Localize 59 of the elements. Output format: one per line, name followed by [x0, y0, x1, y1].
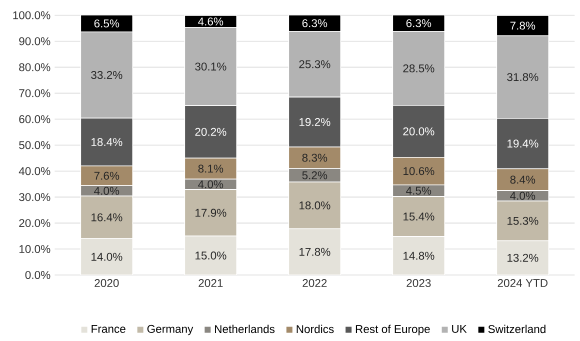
x-tick-label: 2023 [406, 279, 431, 288]
data-label: 6.3% [302, 19, 328, 28]
data-label: 16.4% [92, 213, 122, 222]
data-label: 14.0% [92, 252, 122, 261]
y-tick-label: 0.0% [25, 271, 50, 279]
data-label: 30.1% [195, 62, 226, 71]
data-label: 19.4% [508, 140, 538, 148]
data-label: 18.4% [92, 138, 122, 146]
data-label: 31.8% [507, 73, 538, 82]
data-label: 4.0% [94, 186, 120, 195]
y-tick-label: 100.0% [13, 11, 50, 20]
data-label: 8.3% [302, 154, 328, 162]
y-tick-label: 80.0% [19, 63, 50, 72]
y-tick-label: 20.0% [19, 219, 50, 228]
x-tick-label: 2021 [198, 279, 223, 288]
data-label: 15.3% [508, 216, 538, 225]
data-label: 28.5% [403, 64, 434, 72]
x-tick-label: 2024 YTD [498, 279, 548, 288]
legend-label: Netherlands [215, 324, 275, 334]
data-label: 17.9% [196, 208, 226, 217]
data-label: 4.0% [198, 180, 224, 188]
data-label: 19.2% [300, 118, 330, 126]
legend-label: France [92, 324, 126, 333]
data-label: 14.8% [404, 252, 434, 260]
data-label: 13.2% [508, 254, 538, 262]
data-label: 20.0% [403, 127, 434, 136]
data-label: 4.5% [406, 186, 432, 195]
y-tick-label: 50.0% [19, 141, 50, 150]
data-label: 7.6% [94, 172, 120, 180]
y-tick-label: 70.0% [19, 89, 50, 98]
data-label: 6.5% [94, 19, 120, 28]
data-label: 8.4% [510, 176, 536, 184]
data-label: 7.8% [510, 22, 536, 30]
legend-label: Nordics [296, 324, 334, 334]
legend-label: Switzerland [488, 324, 546, 334]
y-tick-label: 40.0% [18, 167, 50, 176]
bar [496, 15, 550, 36]
data-label: 5.2% [302, 171, 328, 180]
data-label: 15.0% [196, 252, 226, 260]
data-label: 17.8% [300, 248, 330, 256]
data-label: 4.0% [510, 192, 536, 200]
data-label: 25.3% [299, 60, 330, 68]
y-tick-label: 10.0% [19, 245, 50, 254]
y-tick-label: 60.0% [19, 115, 50, 124]
legend-label: Germany [147, 324, 194, 336]
y-tick-label: 30.0% [19, 193, 50, 202]
data-label: 6.3% [406, 19, 432, 28]
x-tick-label: 2020 [94, 279, 119, 288]
legend-label: Rest of Europe [356, 324, 430, 336]
data-label: 4.6% [198, 18, 224, 26]
x-tick-label: 2022 [302, 279, 327, 288]
data-label: 18.0% [300, 201, 330, 210]
data-label: 10.6% [404, 167, 434, 176]
data-label: 33.2% [91, 71, 122, 79]
data-label: 8.1% [198, 164, 224, 173]
y-tick-label: 90.0% [19, 37, 50, 46]
data-label: 15.4% [404, 212, 434, 221]
data-label: 20.2% [195, 128, 226, 136]
legend-label: UK [452, 324, 467, 333]
